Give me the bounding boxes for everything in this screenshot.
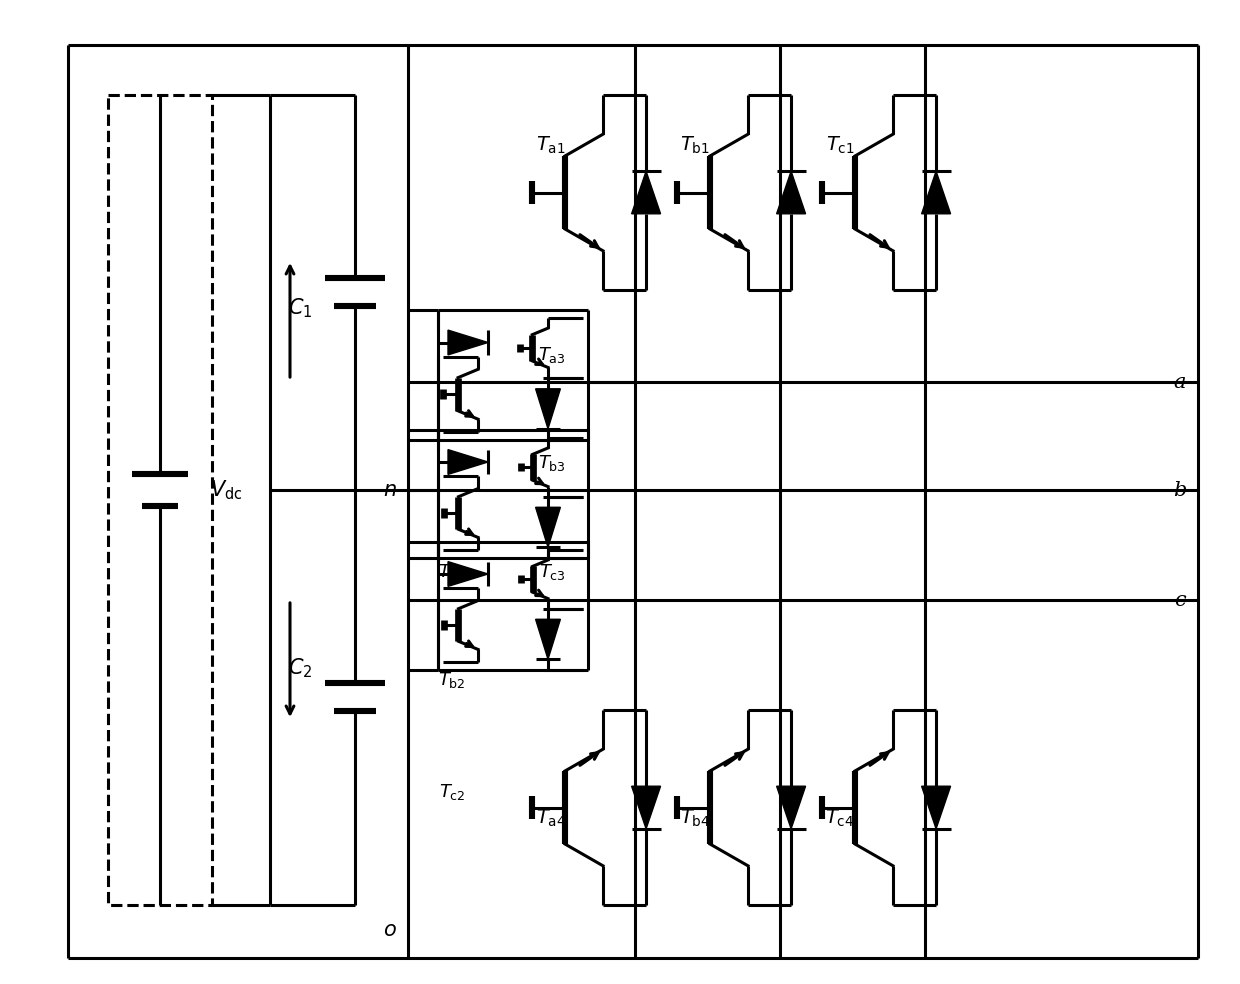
Text: b: b — [1173, 480, 1187, 500]
Polygon shape — [921, 786, 951, 829]
Polygon shape — [776, 786, 806, 829]
Polygon shape — [631, 171, 661, 214]
Text: $T_{\rm b4}$: $T_{\rm b4}$ — [680, 807, 711, 829]
Polygon shape — [448, 330, 489, 355]
Polygon shape — [631, 786, 661, 829]
Text: $T_{\rm a3}$: $T_{\rm a3}$ — [538, 345, 565, 365]
Text: a: a — [1174, 373, 1187, 392]
Polygon shape — [536, 619, 560, 659]
Text: $T_{\rm c2}$: $T_{\rm c2}$ — [439, 782, 465, 802]
Text: $T_{\rm c3}$: $T_{\rm c3}$ — [538, 562, 565, 582]
Polygon shape — [448, 450, 489, 474]
Text: c: c — [1174, 590, 1185, 609]
Polygon shape — [776, 171, 806, 214]
Text: $T_{\rm b2}$: $T_{\rm b2}$ — [438, 670, 466, 690]
Text: $T_{\rm a1}$: $T_{\rm a1}$ — [536, 135, 565, 155]
Text: $T_{\rm b1}$: $T_{\rm b1}$ — [680, 135, 711, 155]
Text: $T_{\rm a4}$: $T_{\rm a4}$ — [536, 807, 565, 829]
Polygon shape — [536, 508, 560, 547]
Bar — [108, 95, 212, 905]
Text: $T_{\rm c1}$: $T_{\rm c1}$ — [826, 135, 854, 155]
Text: $C_2$: $C_2$ — [288, 656, 312, 680]
Polygon shape — [921, 171, 951, 214]
Text: $T_{\rm a2}$: $T_{\rm a2}$ — [438, 562, 466, 582]
Text: $n$: $n$ — [383, 480, 397, 500]
Text: $T_{\rm b3}$: $T_{\rm b3}$ — [538, 453, 565, 473]
Text: $V_{\rm dc}$: $V_{\rm dc}$ — [210, 478, 242, 502]
Polygon shape — [448, 562, 489, 586]
Polygon shape — [536, 389, 560, 429]
Text: $o$: $o$ — [383, 920, 397, 940]
Text: $C_1$: $C_1$ — [288, 296, 312, 320]
Text: $T_{\rm c4}$: $T_{\rm c4}$ — [826, 807, 854, 829]
